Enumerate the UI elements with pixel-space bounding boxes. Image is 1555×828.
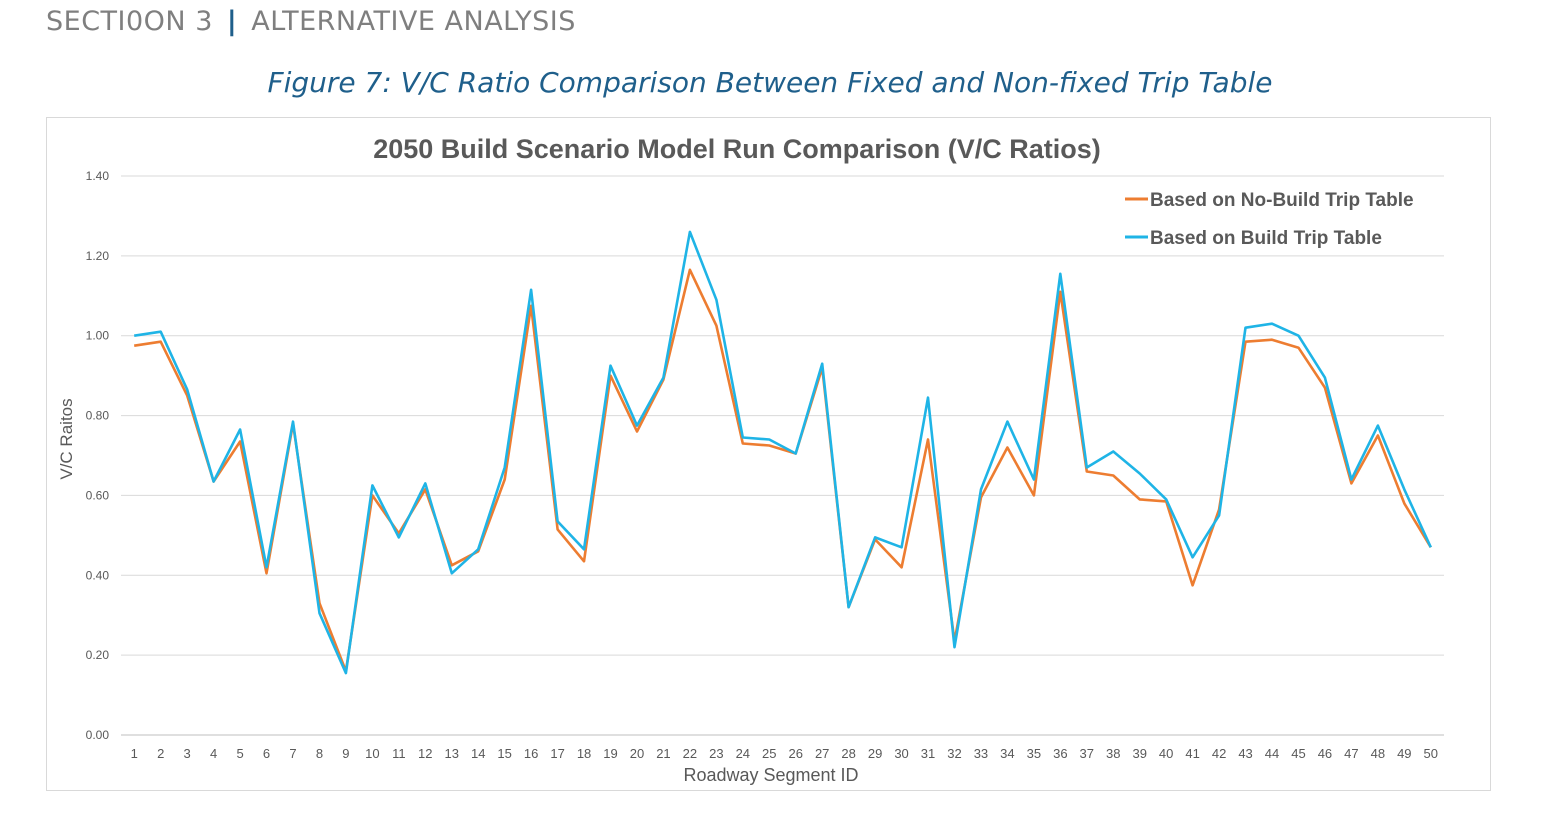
x-tick-label: 4 — [210, 746, 217, 761]
x-tick-label: 38 — [1106, 746, 1120, 761]
x-tick-label: 40 — [1159, 746, 1173, 761]
x-tick-label: 23 — [709, 746, 723, 761]
legend: Based on No-Build Trip Table Based on Bui… — [1125, 190, 1414, 249]
x-tick-label: 34 — [1000, 746, 1014, 761]
y-tick-label: 1.20 — [86, 249, 110, 263]
x-tick-label: 21 — [656, 746, 670, 761]
x-tick-label: 14 — [471, 746, 485, 761]
x-tick-label: 48 — [1371, 746, 1385, 761]
data-series — [134, 230, 1432, 675]
x-tick-label: 26 — [788, 746, 802, 761]
x-axis-label: Roadway Segment ID — [683, 765, 858, 785]
x-tick-label: 49 — [1397, 746, 1411, 761]
x-tick-label: 47 — [1344, 746, 1358, 761]
x-tick-label: 43 — [1238, 746, 1252, 761]
x-tick-label: 36 — [1053, 746, 1067, 761]
x-tick-label: 25 — [762, 746, 776, 761]
x-tick-label: 19 — [603, 746, 617, 761]
x-tick-label: 24 — [736, 746, 750, 761]
legend-label: Based on Build Trip Table — [1150, 228, 1382, 249]
x-tick-label: 13 — [445, 746, 459, 761]
section-label: SECTI0ON 3 — [46, 6, 213, 37]
y-tick-label: 0.20 — [86, 648, 110, 662]
x-tick-label: 30 — [894, 746, 908, 761]
x-tick-label: 11 — [392, 746, 406, 761]
x-tick-label: 35 — [1027, 746, 1041, 761]
x-tick-label: 15 — [497, 746, 511, 761]
y-tick-label: 0.40 — [86, 568, 110, 582]
legend-label: Based on No-Build Trip Table — [1150, 190, 1414, 211]
chart-container: 2050 Build Scenario Model Run Comparison… — [46, 117, 1491, 791]
x-tick-label: 1 — [131, 746, 138, 761]
y-tick-label: 1.00 — [86, 329, 110, 343]
series-line-no-build — [134, 268, 1432, 673]
header-separator: | — [226, 6, 238, 37]
x-tick-label: 45 — [1291, 746, 1305, 761]
x-tick-label: 5 — [236, 746, 243, 761]
x-tick-label: 50 — [1424, 746, 1438, 761]
x-tick-label: 10 — [365, 746, 379, 761]
x-tick-label: 9 — [342, 746, 349, 761]
y-axis-label: V/C Raitos — [57, 398, 76, 479]
x-tick-label: 7 — [289, 746, 296, 761]
x-tick-label: 33 — [974, 746, 988, 761]
x-tick-label: 22 — [683, 746, 697, 761]
x-tick-label: 3 — [184, 746, 191, 761]
x-tick-labels: 1 2 3 4 5 6 7 8 9 10 11 12 13 14 15 16 17 18 19 20 21 22 23 24 2… — [131, 746, 1438, 761]
x-tick-label: 27 — [815, 746, 829, 761]
section-title: ALTERNATIVE ANALYSIS — [251, 6, 576, 37]
x-tick-label: 39 — [1132, 746, 1146, 761]
x-tick-label: 37 — [1080, 746, 1094, 761]
x-tick-label: 46 — [1318, 746, 1332, 761]
x-tick-label: 12 — [418, 746, 432, 761]
y-tick-label: 0.80 — [86, 409, 110, 423]
x-tick-label: 6 — [263, 746, 270, 761]
y-tick-label: 0.60 — [86, 488, 110, 502]
x-tick-label: 44 — [1265, 746, 1279, 761]
x-tick-label: 42 — [1212, 746, 1226, 761]
x-tick-label: 29 — [868, 746, 882, 761]
x-tick-label: 41 — [1185, 746, 1199, 761]
x-tick-label: 28 — [841, 746, 855, 761]
x-tick-label: 8 — [316, 746, 323, 761]
y-tick-label: 0.00 — [86, 728, 110, 742]
y-tick-label: 1.40 — [86, 169, 110, 183]
figure-caption: Figure 7: V/C Ratio Comparison Between F… — [267, 66, 1273, 99]
line-chart: 2050 Build Scenario Model Run Comparison… — [57, 134, 1444, 785]
y-tick-labels: 0.00 0.20 0.40 0.60 0.80 1.00 1.20 1.40 — [86, 169, 110, 742]
x-tick-label: 17 — [550, 746, 564, 761]
x-tick-label: 32 — [947, 746, 961, 761]
chart-title: 2050 Build Scenario Model Run Comparison… — [373, 134, 1101, 164]
grid-lines — [121, 175, 1444, 736]
series-line-build — [134, 230, 1432, 675]
x-tick-label: 18 — [577, 746, 591, 761]
x-tick-label: 31 — [921, 746, 935, 761]
x-tick-label: 20 — [630, 746, 644, 761]
section-header: SECTI0ON 3 | ALTERNATIVE ANALYSIS — [46, 6, 576, 37]
x-tick-label: 16 — [524, 746, 538, 761]
x-tick-label: 2 — [157, 746, 164, 761]
